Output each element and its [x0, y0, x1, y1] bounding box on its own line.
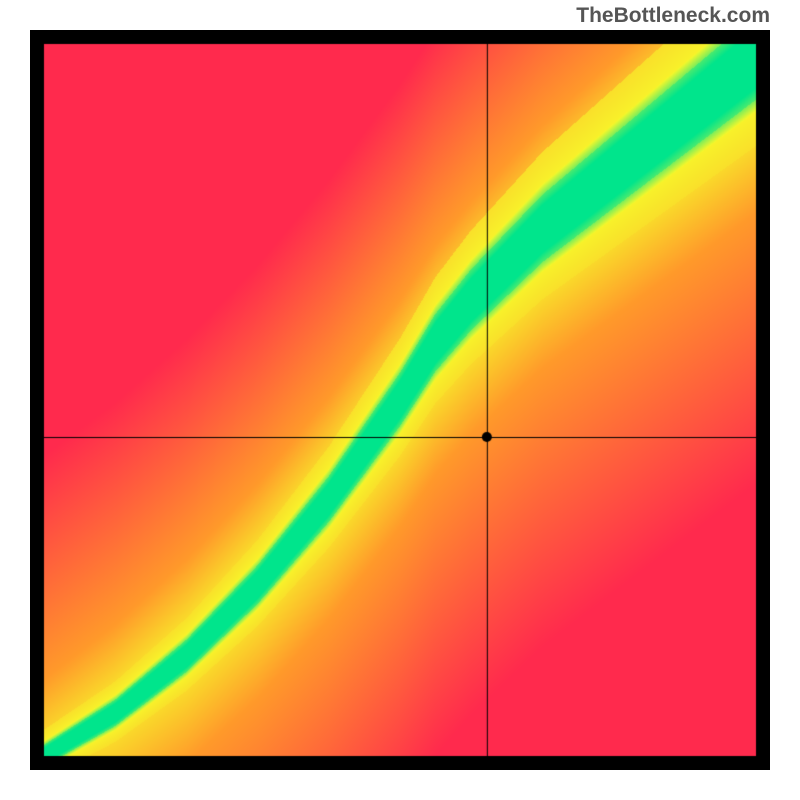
chart-container: TheBottleneck.com: [0, 0, 800, 800]
heatmap-plot: [30, 30, 770, 770]
watermark-text: TheBottleneck.com: [576, 4, 770, 28]
heatmap-canvas: [30, 30, 770, 770]
